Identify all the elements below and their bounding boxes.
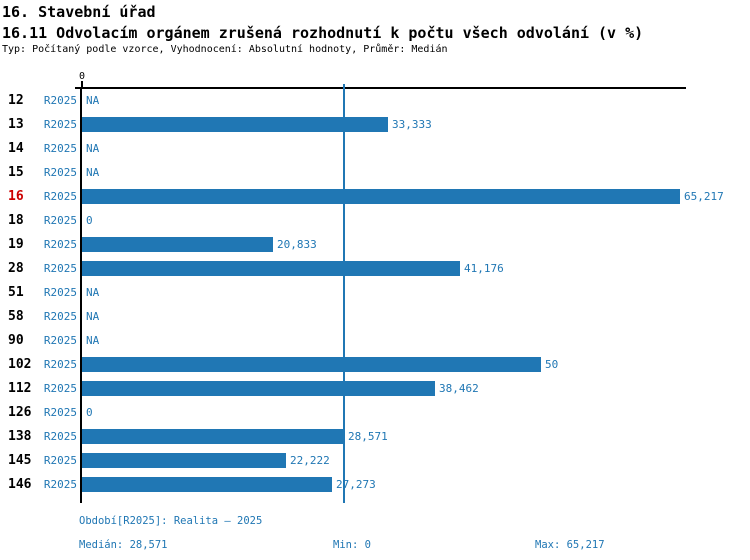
row-category-label: 138 <box>8 429 32 444</box>
row-category-label: 145 <box>8 453 32 468</box>
row-period-label: R2025 <box>43 166 77 179</box>
bar <box>82 453 286 468</box>
row-category-label: 14 <box>8 141 24 156</box>
row-category-label: 146 <box>8 477 32 492</box>
bar-value-label: 28,571 <box>348 430 388 443</box>
row-period-label: R2025 <box>43 406 77 419</box>
row-category-label: 13 <box>8 117 24 132</box>
page-title: 16. Stavební úřad <box>2 3 156 21</box>
bar-value-label: 50 <box>545 358 559 371</box>
bar <box>82 357 541 372</box>
row-category-label: 12 <box>8 93 24 108</box>
row-period-label: R2025 <box>43 214 77 227</box>
row-category-label: 90 <box>8 333 24 348</box>
row-category-label: 58 <box>8 309 24 324</box>
bar-value-label: 22,222 <box>290 454 330 467</box>
bar-value-label: 38,462 <box>439 382 479 395</box>
footer-max-label: Max: 65,217 <box>535 539 605 551</box>
row-category-label: 18 <box>8 213 24 228</box>
zero-value-label: 0 <box>86 214 93 227</box>
row-category-label: 51 <box>8 285 24 300</box>
bar <box>82 117 388 132</box>
bar-value-label: 27,273 <box>336 478 376 491</box>
bar-value-label: 20,833 <box>277 238 317 251</box>
row-category-label: 16 <box>8 189 24 204</box>
row-period-label: R2025 <box>43 286 77 299</box>
row-category-label: 126 <box>8 405 32 420</box>
row-period-label: R2025 <box>43 430 77 443</box>
bar <box>82 429 344 444</box>
na-value-label: NA <box>86 334 100 347</box>
row-period-label: R2025 <box>43 262 77 275</box>
row-period-label: R2025 <box>43 358 77 371</box>
median-gridline <box>343 84 345 503</box>
footer-median-label: Medián: 28,571 <box>79 539 168 551</box>
bar-value-label: 33,333 <box>392 118 432 131</box>
footer-min-label: Min: 0 <box>333 539 371 551</box>
bar <box>82 261 460 276</box>
bar <box>82 237 273 252</box>
bar-value-label: 65,217 <box>684 190 724 203</box>
bar-value-label: 41,176 <box>464 262 504 275</box>
row-category-label: 15 <box>8 165 24 180</box>
row-period-label: R2025 <box>43 94 77 107</box>
x-axis-line <box>75 87 686 89</box>
zero-value-label: 0 <box>86 406 93 419</box>
row-period-label: R2025 <box>43 238 77 251</box>
row-category-label: 28 <box>8 261 24 276</box>
row-period-label: R2025 <box>43 478 77 491</box>
chart-subtitle: Typ: Počítaný podle vzorce, Vyhodnocení:… <box>2 44 448 55</box>
na-value-label: NA <box>86 310 100 323</box>
bar <box>82 381 435 396</box>
x-axis-zero-tick <box>81 81 83 87</box>
row-category-label: 102 <box>8 357 32 372</box>
row-period-label: R2025 <box>43 190 77 203</box>
row-category-label: 112 <box>8 381 32 396</box>
footer-period-label: Období[R2025]: Realita – 2025 <box>79 515 263 527</box>
x-axis-zero-tick-label: 0 <box>78 71 86 82</box>
bar <box>82 477 332 492</box>
row-period-label: R2025 <box>43 118 77 131</box>
bar <box>82 189 680 204</box>
na-value-label: NA <box>86 286 100 299</box>
na-value-label: NA <box>86 166 100 179</box>
row-period-label: R2025 <box>43 142 77 155</box>
row-period-label: R2025 <box>43 334 77 347</box>
na-value-label: NA <box>86 142 100 155</box>
na-value-label: NA <box>86 94 100 107</box>
row-category-label: 19 <box>8 237 24 252</box>
row-period-label: R2025 <box>43 382 77 395</box>
row-period-label: R2025 <box>43 310 77 323</box>
y-axis-line <box>80 87 82 503</box>
chart-title: 16.11 Odvolacím orgánem zrušená rozhodnu… <box>2 24 644 42</box>
row-period-label: R2025 <box>43 454 77 467</box>
